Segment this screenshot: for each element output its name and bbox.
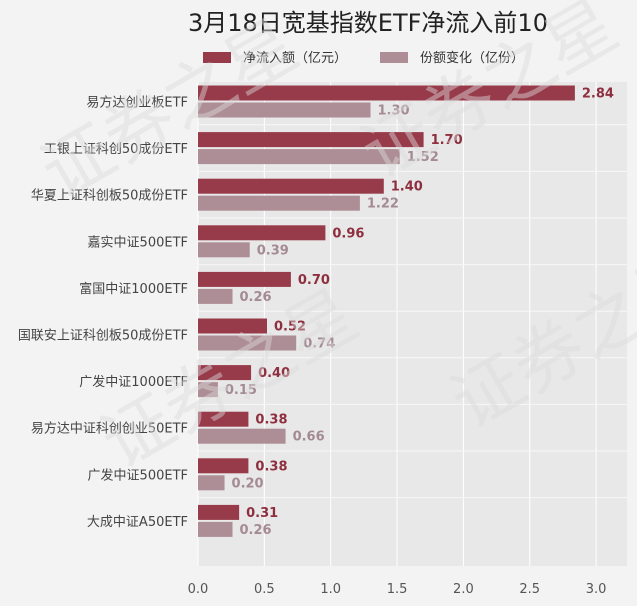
data-label-net-inflow: 2.84: [582, 87, 614, 102]
data-label-net-inflow: 1.40: [391, 180, 423, 195]
x-tick-label: 0.5: [254, 582, 275, 597]
bar-net-inflow: [198, 132, 424, 148]
data-label-share-change: 1.30: [378, 104, 410, 119]
legend-label: 份额变化（亿份）: [420, 50, 524, 66]
legend: 净流入额（亿元） 份额变化（亿份）: [203, 50, 524, 66]
data-label-share-change: 0.20: [232, 476, 264, 491]
category-label: 易方达创业板ETF: [86, 95, 188, 111]
data-label-net-inflow: 0.52: [274, 320, 306, 335]
data-label-net-inflow: 1.70: [431, 133, 463, 148]
bar-share-change: [198, 521, 233, 537]
bar-share-change: [198, 475, 225, 491]
grid-lines: [197, 82, 627, 566]
category-label: 工银上证科创50成份ETF: [44, 142, 188, 157]
legend-label: 净流入额（亿元）: [243, 51, 347, 66]
bar-net-inflow: [198, 85, 575, 101]
x-tick-label: 3.0: [586, 582, 607, 597]
data-label-share-change: 0.26: [240, 290, 272, 305]
bar-net-inflow: [198, 458, 249, 474]
category-label: 易方达中证科创创业50ETF: [31, 421, 188, 437]
legend-swatch: [203, 52, 231, 63]
bar-share-change: [198, 149, 400, 165]
bars: 2.84 1.30 1.70 1.52 1.40 1.220.96 0.39 0.70 0.26…: [198, 85, 614, 538]
category-label: 广发中证1000ETF: [79, 374, 188, 390]
x-tick-label: 1.5: [387, 582, 408, 597]
bar-net-inflow: [198, 504, 240, 520]
category-label: 广发中证500ETF: [88, 467, 188, 483]
data-label-share-change: 1.52: [407, 150, 439, 165]
data-label-net-inflow: 0.96: [332, 226, 364, 241]
data-label-share-change: 0.74: [303, 337, 335, 352]
bar-net-inflow: [198, 411, 249, 427]
bar-share-change: [198, 335, 297, 351]
data-label-share-change: 0.15: [225, 383, 257, 398]
category-label: 华夏上证科创板50成份ETF: [31, 189, 188, 204]
bar-share-change: [198, 195, 360, 211]
x-tick-label: 1.0: [320, 582, 341, 597]
data-label-net-inflow: 0.70: [298, 273, 330, 288]
bar-net-inflow: [198, 225, 326, 241]
bar-net-inflow: [198, 178, 384, 194]
bar-share-change: [198, 288, 233, 304]
data-label-net-inflow: 0.40: [258, 366, 290, 381]
category-label: 大成中证A50ETF: [87, 515, 188, 530]
bar-share-change: [198, 382, 218, 398]
bar-share-change: [198, 242, 250, 258]
bar-net-inflow: [198, 318, 268, 334]
chart-title: 3月18日宽基指数ETF净流入前10: [188, 9, 548, 37]
data-label-net-inflow: 0.38: [255, 459, 287, 474]
x-tick-label: 2.5: [519, 582, 540, 597]
x-tick-label: 2.0: [453, 582, 474, 597]
x-tick-label: 0.0: [188, 582, 209, 597]
data-label-net-inflow: 0.31: [246, 506, 278, 521]
bar-share-change: [198, 102, 371, 118]
category-label: 富国中证1000ETF: [79, 281, 188, 297]
category-label: 嘉实中证500ETF: [88, 235, 188, 250]
legend-swatch: [380, 52, 408, 63]
data-label-share-change: 0.26: [240, 523, 272, 538]
data-label-share-change: 0.66: [293, 430, 325, 445]
bar-share-change: [198, 428, 286, 444]
bar-net-inflow: [198, 365, 252, 381]
bar-net-inflow: [198, 271, 291, 287]
data-label-net-inflow: 0.38: [255, 413, 287, 428]
x-tick-labels: 0.0 0.5 1.0 1.5 2.0 2.5 3.0: [188, 582, 607, 597]
data-label-share-change: 0.39: [257, 243, 289, 258]
category-label: 国联安上证科创板50成份ETF: [18, 329, 188, 344]
category-labels: 易方达创业板ETF 工银上证科创50成份ETF 华夏上证科创板50成份ETF 嘉实中证…: [18, 95, 188, 530]
data-label-share-change: 1.22: [367, 197, 399, 212]
